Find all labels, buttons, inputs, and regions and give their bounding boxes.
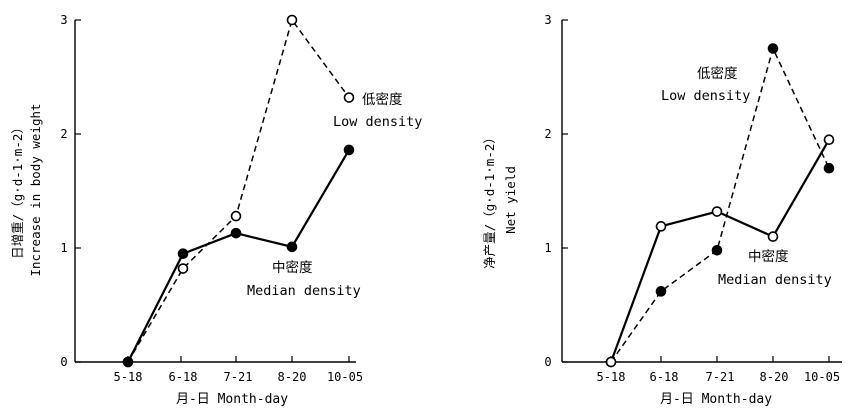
right-chart: 0 1 2 3 5-18 6-18 7-21 8-20 10-05 月-日 Mo… [482, 13, 842, 407]
left-ytick-label-1: 1 [60, 241, 67, 255]
right-xtick-label-3: 8-20 [760, 370, 789, 384]
right-low-density-point-4 [823, 162, 835, 174]
left-chart: 0 1 2 3 5-18 6-18 7-21 8-20 10-05 月-日 Mo… [10, 13, 422, 407]
right-label-median-en: Median density [718, 272, 832, 288]
left-xtick-label-0: 5-18 [114, 370, 143, 384]
right-median-density-point-1 [655, 221, 667, 232]
right-label-median-cn: 中密度 [748, 248, 789, 265]
right-median-density-point-2 [711, 206, 723, 217]
right-label-low-en: Low density [661, 88, 750, 104]
right-ytick-label-1: 1 [544, 241, 551, 255]
left-y-axis-title-cn: 日增重/（g·d-1·m-2） [10, 121, 25, 259]
right-ytick-label-3: 3 [544, 13, 551, 27]
right-xtick-label-1: 6-18 [650, 370, 679, 384]
right-label-low-cn: 低密度 [697, 65, 738, 82]
right-median-density-point-3 [767, 231, 779, 242]
left-xtick-label-1: 6-18 [169, 370, 198, 384]
left-low-density-point-3 [286, 14, 298, 26]
left-median-density-point-3 [286, 241, 298, 253]
right-low-density-point-1 [655, 286, 667, 297]
right-xtick-label-4: 10-05 [804, 370, 840, 384]
right-median-density-point-4 [823, 134, 835, 145]
left-xtick-label-4: 10-05 [327, 370, 363, 384]
left-median-density-point-0 [122, 356, 134, 368]
left-label-median-en: Median density [247, 283, 361, 299]
left-low-density-line [127, 18, 350, 363]
left-ytick-label-3: 3 [60, 13, 67, 27]
left-y-axis-title-en: Increase in body weight [28, 103, 43, 276]
left-median-density-point-1 [177, 248, 189, 259]
left-median-density-point-2 [230, 227, 242, 239]
left-median-density-point-4 [343, 144, 355, 156]
right-low-density-point-3 [767, 43, 779, 54]
left-low-density-point-4 [343, 92, 355, 103]
right-xtick-label-2: 7-21 [706, 370, 735, 384]
left-x-axis-title: 月-日 Month-day [176, 392, 288, 407]
left-median-density-line [127, 149, 350, 363]
right-y-axis-title-cn: 净产量/（g·d-1·m-2） [482, 131, 497, 269]
right-ytick-label-0: 0 [544, 355, 551, 369]
right-x-axis-title: 月-日 Month-day [660, 392, 772, 407]
right-low-density-point-2 [711, 244, 723, 256]
left-label-low-en: Low density [333, 114, 422, 130]
left-low-density-point-2 [230, 210, 242, 222]
left-label-median-cn: 中密度 [272, 259, 313, 276]
left-xtick-label-3: 8-20 [278, 370, 307, 384]
right-median-density-point-0 [605, 356, 617, 368]
left-low-density-point-1 [177, 263, 189, 274]
left-ytick-label-2: 2 [60, 127, 67, 141]
left-label-low-cn: 低密度 [362, 91, 403, 108]
left-ytick-label-0: 0 [60, 355, 67, 369]
right-ytick-label-2: 2 [544, 127, 551, 141]
right-y-axis-title-en: Net yield [503, 166, 518, 234]
right-xtick-label-0: 5-18 [597, 370, 626, 384]
left-xtick-label-2: 7-21 [224, 370, 253, 384]
